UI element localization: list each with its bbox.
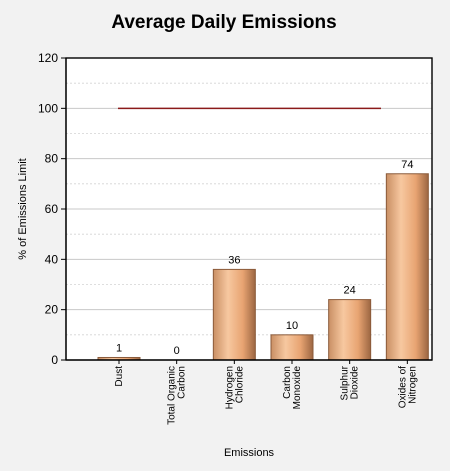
bar	[212, 268, 256, 361]
data-label: 74	[401, 159, 413, 171]
bar	[385, 173, 429, 361]
category-label-line: Nitrogen	[407, 366, 418, 404]
category-label-line: Dust	[114, 366, 125, 387]
y-tick-label: 20	[45, 303, 59, 317]
data-label: 1	[116, 342, 122, 354]
category-label: Oxides of Nitrogen	[397, 366, 418, 408]
category-label: Dust	[114, 366, 125, 387]
bar	[270, 334, 314, 361]
y-axis-title: % of Emissions Limit	[17, 158, 29, 259]
x-axis-categories: Dust Total Organic Carbon Hydrogen Chloride C…	[114, 360, 418, 425]
category-label: Sulphur Dioxide	[340, 365, 361, 400]
category-label-line: Total Organic	[167, 366, 178, 425]
data-label: 36	[228, 254, 240, 266]
chart-title: Average Daily Emissions	[111, 12, 336, 33]
category-label-line: Hydrogen	[224, 366, 235, 409]
category-label-line: Carbon	[282, 366, 293, 399]
category-label-line: Oxides of	[397, 366, 408, 408]
data-label: 0	[174, 345, 180, 357]
data-label: 24	[344, 285, 356, 297]
category-label-line: Monoxide	[292, 366, 303, 410]
category-label: Hydrogen Chloride	[224, 366, 245, 410]
data-label: 10	[286, 320, 298, 332]
y-axis-ticks: 0 20 40 60 80 100 120	[38, 51, 66, 367]
y-tick-label: 40	[45, 252, 59, 266]
plot-border	[65, 57, 433, 361]
y-tick-label: 80	[45, 152, 59, 166]
category-label-line: Sulphur	[340, 365, 351, 400]
x-axis-title: Emissions	[224, 447, 275, 459]
category-label: Carbon Monoxide	[282, 366, 303, 410]
y-tick-label: 0	[51, 353, 58, 367]
y-tick-label: 100	[38, 101, 58, 115]
y-tick-label: 60	[45, 202, 59, 216]
y-tick-label: 120	[38, 51, 58, 65]
category-label-line: Chloride	[234, 366, 245, 404]
bar	[328, 299, 372, 361]
category-label-line: Dioxide	[350, 366, 361, 400]
category-label-line: Carbon	[177, 366, 188, 399]
category-label: Total Organic Carbon	[167, 366, 188, 425]
